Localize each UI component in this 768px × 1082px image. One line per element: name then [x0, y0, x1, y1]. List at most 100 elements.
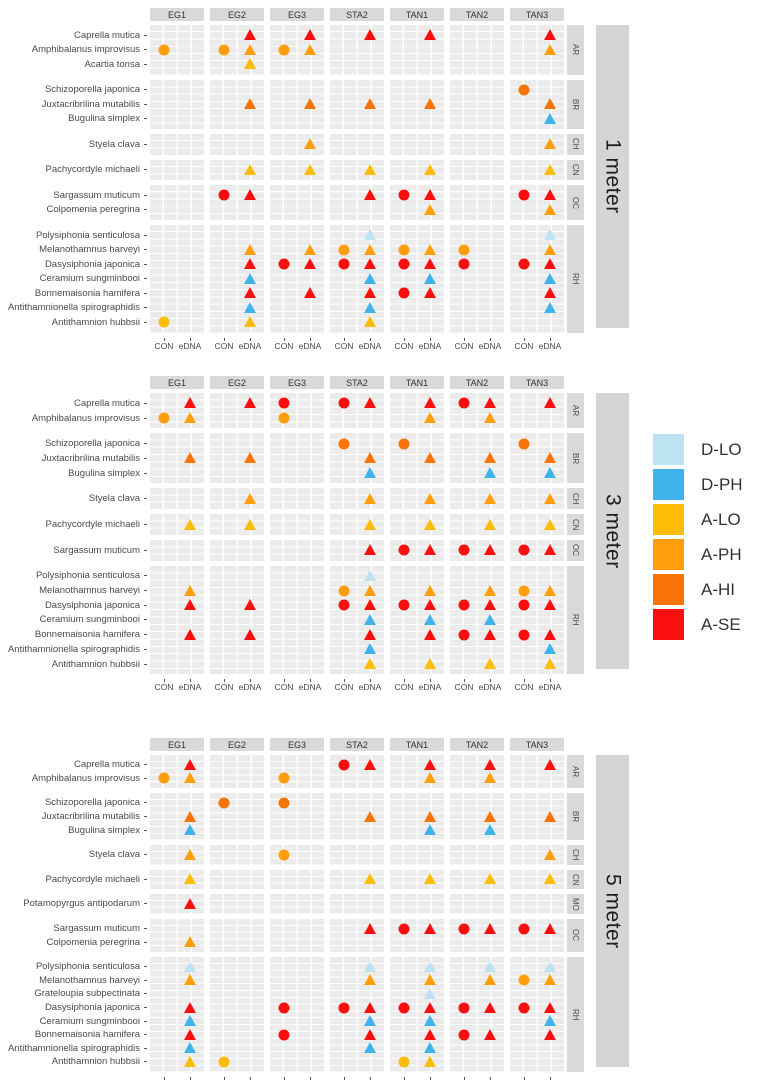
x-axis-slot: CON eDNA [330, 337, 384, 352]
species-labels: Sargassum muticum Colpomenia peregrina [0, 919, 150, 952]
x-axis-slot: CON eDNA [150, 337, 204, 352]
panel-cell-EG3 [270, 956, 324, 1072]
data-point-circle-con [218, 189, 230, 201]
x-axis-tick-label: eDNA [478, 340, 502, 351]
data-point-circle-con [158, 412, 170, 424]
y-axis-tick [144, 49, 147, 51]
group-cells [150, 225, 564, 333]
data-point-circle-con [458, 629, 470, 641]
data-point-triangle-edna [244, 258, 256, 270]
species-label-row: Antithamnionella spirographidis [0, 1042, 150, 1056]
species-label: Sargassum muticum [53, 189, 140, 201]
data-point-circle-con [338, 1002, 350, 1014]
data-point-triangle-edna [424, 599, 436, 611]
panel-cell-TAN1 [390, 433, 444, 484]
x-axis-tick-label: eDNA [419, 1080, 442, 1082]
species-label-row: Juxtacribrilina mutabilis [0, 97, 150, 112]
panel-cell-EG3 [270, 844, 324, 865]
species-label-row: Potamopyrgus antipodarum [0, 897, 150, 911]
x-axis-tick [284, 1076, 285, 1080]
data-point-triangle-edna [544, 467, 556, 479]
panel-cell-TAN3 [510, 869, 564, 890]
group-strip-CN: CN [567, 159, 584, 180]
data-point-triangle-edna [484, 873, 496, 885]
data-point-triangle-edna [184, 810, 196, 822]
species-label: Juxtacribrilina mutabilis [41, 452, 140, 464]
data-point-triangle-edna [544, 258, 556, 270]
x-axis-tick [404, 337, 405, 341]
y-axis-tick [144, 263, 147, 265]
data-point-triangle-edna [364, 658, 376, 670]
y-axis-tick [144, 1034, 147, 1036]
x-axis-tick [490, 1076, 491, 1080]
x-axis-tick [370, 679, 371, 683]
panel-cell-TAN1 [390, 894, 444, 914]
facet-group-CN: Pachycordyle michaeli CN [0, 869, 640, 890]
panel-cell-EG1 [150, 225, 204, 333]
panel-cell-TAN2 [450, 225, 504, 333]
facet-group-BR: Schizoporella japonica Juxtacribrilina mu… [0, 433, 640, 484]
species-label: Pachycordyle michaeli [45, 873, 140, 885]
panel-cell-TAN2 [450, 185, 504, 220]
data-point-triangle-edna [244, 397, 256, 409]
species-label-row: Dasysiphonia japonica [0, 1001, 150, 1015]
x-axis-tick-label: eDNA [238, 682, 262, 693]
species-label: Ceramium sungminbooi [39, 273, 140, 285]
data-point-triangle-edna [484, 452, 496, 464]
data-point-circle-con [158, 772, 170, 784]
group-cells [150, 393, 564, 429]
color-legend: D-LO D-PH A-LO A-PH A-HI A-SE [653, 434, 743, 644]
panel-cell-EG2 [210, 565, 264, 675]
species-label: Polysiphonia senticulosa [35, 229, 140, 241]
data-point-triangle-edna [484, 544, 496, 556]
x-axis-tick [344, 1076, 345, 1080]
data-point-triangle-edna [424, 772, 436, 784]
data-point-circle-con [338, 585, 350, 597]
data-point-triangle-edna [424, 758, 436, 770]
group-strip-CH: CH [567, 134, 584, 155]
y-axis-tick [144, 498, 147, 500]
group-cells [150, 793, 564, 840]
group-strip-CH: CH [567, 844, 584, 865]
data-point-triangle-edna [304, 98, 316, 110]
data-point-triangle-edna [484, 922, 496, 934]
panel-cell-STA2 [330, 869, 384, 890]
data-point-triangle-edna [424, 658, 436, 670]
panel-cell-STA2 [330, 793, 384, 840]
site-strip-STA2: STA2 [330, 8, 384, 21]
species-labels: Schizoporella japonica Juxtacribrilina mu… [0, 793, 150, 840]
site-strip-EG3: EG3 [270, 376, 324, 389]
legend-swatch-D-PH [653, 469, 684, 500]
data-point-circle-con [218, 1056, 230, 1068]
x-axis-tick-label: eDNA [178, 340, 202, 351]
data-point-circle-con [458, 244, 470, 256]
data-point-triangle-edna [364, 922, 376, 934]
x-axis-slot: CON eDNA [270, 1076, 324, 1082]
panel-cell-EG3 [270, 918, 324, 952]
y-axis-tick [144, 143, 147, 145]
data-point-triangle-edna [364, 287, 376, 299]
species-label: Antithamnionella spirographidis [7, 1042, 140, 1054]
panel-cell-TAN1 [390, 185, 444, 220]
panel-cell-STA2 [330, 433, 384, 484]
data-point-triangle-edna [424, 960, 436, 972]
data-point-triangle-edna [244, 492, 256, 504]
data-point-triangle-edna [364, 873, 376, 885]
data-point-circle-con [158, 316, 170, 328]
site-strip-EG1: EG1 [150, 8, 204, 21]
x-axis-slot: CON eDNA [510, 679, 564, 693]
species-label-row: Melanothamnus harveyi [0, 583, 150, 598]
data-point-triangle-edna [304, 138, 316, 150]
panel-cell-STA2 [330, 539, 384, 561]
group-cells [150, 844, 564, 865]
facet-group-BR: Schizoporella japonica Juxtacribrilina mu… [0, 793, 640, 840]
data-point-circle-con [158, 44, 170, 56]
y-axis-tick [144, 194, 147, 196]
panel-cell-EG3 [270, 393, 324, 429]
x-axis-tick [344, 337, 345, 341]
data-point-circle-con [338, 599, 350, 611]
x-axis-slot: CON eDNA [330, 679, 384, 693]
species-label: Pachycordyle michaeli [45, 164, 140, 176]
panel-cell-TAN3 [510, 393, 564, 429]
site-strip-TAN2: TAN2 [450, 376, 504, 389]
